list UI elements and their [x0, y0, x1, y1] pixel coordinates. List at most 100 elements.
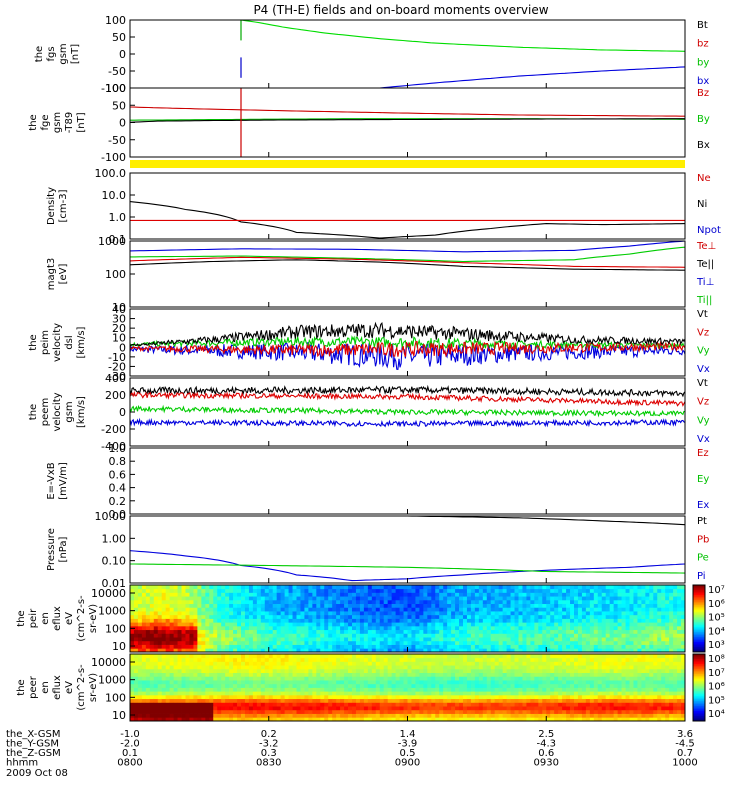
- y-tick-label: 0: [119, 48, 126, 61]
- heatmap-cell: [145, 698, 151, 703]
- heatmap-cell: [387, 661, 393, 666]
- heatmap-cell: [661, 618, 666, 623]
- heatmap-cell: [260, 622, 266, 627]
- heatmap-cell: [375, 614, 381, 619]
- heatmap-cell: [272, 698, 278, 703]
- heatmap-cell: [193, 644, 198, 649]
- heatmap-cell: [308, 698, 313, 703]
- heatmap-cell: [145, 661, 151, 666]
- heatmap-cell: [375, 585, 381, 590]
- heatmap-cell: [352, 611, 357, 616]
- heatmap-cell: [359, 668, 365, 674]
- heatmap-cell: [601, 625, 607, 631]
- heatmap-cell: [169, 717, 174, 722]
- heatmap-cell: [451, 717, 456, 722]
- heatmap-cell: [411, 713, 416, 718]
- legend-Bt: Bt: [697, 20, 708, 31]
- heatmap-cell: [383, 691, 389, 696]
- heatmap-cell: [260, 607, 266, 612]
- heatmap-cell: [197, 654, 202, 659]
- heatmap-cell: [609, 633, 615, 638]
- heatmap-cell: [637, 644, 642, 649]
- heatmap-cell: [165, 599, 171, 605]
- heatmap-cell: [474, 599, 480, 605]
- heatmap-cell: [407, 596, 412, 601]
- heatmap-cell: [577, 588, 583, 593]
- heatmap-cell: [585, 691, 591, 696]
- heatmap-cell: [657, 603, 662, 608]
- heatmap-cell: [348, 657, 353, 662]
- heatmap-cell: [256, 607, 262, 612]
- heatmap-cell: [526, 691, 531, 696]
- y-tick-label: 0.01: [102, 577, 127, 590]
- heatmap-cell: [213, 694, 218, 700]
- colorbar-cell: [693, 593, 705, 596]
- heatmap-cell: [435, 588, 440, 593]
- heatmap-cell: [581, 585, 587, 590]
- heatmap-cell: [308, 661, 313, 666]
- heatmap-cell: [288, 657, 293, 662]
- heatmap-cell: [502, 691, 507, 696]
- heatmap-cell: [284, 691, 289, 696]
- heatmap-cell: [225, 644, 230, 649]
- heatmap-cell: [185, 629, 190, 634]
- heatmap-cell: [248, 702, 254, 707]
- heatmap-cell: [221, 637, 226, 642]
- heatmap-cell: [264, 607, 270, 612]
- heatmap-cell: [312, 702, 317, 707]
- heatmap-cell: [276, 592, 282, 597]
- heatmap-cell: [328, 618, 333, 623]
- heatmap-cell: [463, 596, 468, 601]
- heatmap-cell: [613, 633, 618, 638]
- heatmap-cell: [149, 694, 155, 700]
- heatmap-cell: [498, 713, 504, 718]
- heatmap-cell: [241, 637, 246, 642]
- heatmap-cell: [574, 592, 579, 597]
- heatmap-cell: [574, 694, 579, 700]
- heatmap-cell: [443, 611, 448, 616]
- heatmap-cell: [399, 611, 404, 616]
- heatmap-cell: [344, 661, 349, 666]
- heatmap-cell: [352, 637, 357, 642]
- heatmap-cell: [383, 683, 389, 688]
- heatmap-cell: [605, 665, 611, 670]
- heatmap-cell: [280, 596, 285, 601]
- heatmap-cell: [601, 713, 607, 718]
- heatmap-cell: [149, 680, 155, 685]
- heatmap-cell: [355, 702, 361, 707]
- heatmap-cell: [332, 691, 337, 696]
- heatmap-cell: [550, 676, 555, 681]
- heatmap-cell: [363, 706, 369, 711]
- heatmap-cell: [415, 709, 420, 714]
- heatmap-cell: [407, 611, 412, 616]
- heatmap-cell: [581, 644, 587, 649]
- heatmap-cell: [336, 694, 341, 700]
- heatmap-cell: [383, 706, 389, 711]
- heatmap-cell: [474, 585, 480, 590]
- heatmap-cell: [375, 676, 381, 681]
- heatmap-cell: [375, 637, 381, 642]
- heatmap-cell: [209, 588, 214, 593]
- heatmap-cell: [518, 614, 523, 619]
- heatmap-cell: [550, 709, 555, 714]
- colorbar-cell: [693, 588, 705, 591]
- heatmap-cell: [625, 633, 630, 638]
- heatmap-cell: [482, 614, 488, 619]
- heatmap-cell: [562, 588, 567, 593]
- heatmap-cell: [137, 622, 143, 627]
- heatmap-cell: [649, 585, 654, 590]
- heatmap-cell: [233, 592, 238, 597]
- heatmap-cell: [161, 603, 167, 608]
- heatmap-cell: [633, 603, 638, 608]
- heatmap-cell: [455, 683, 460, 688]
- heatmap-cell: [244, 665, 250, 670]
- heatmap-cell: [459, 706, 464, 711]
- heatmap-cell: [141, 694, 147, 700]
- heatmap-cell: [363, 625, 369, 631]
- heatmap-cell: [387, 683, 393, 688]
- heatmap-cell: [435, 680, 440, 685]
- heatmap-cell: [593, 694, 599, 700]
- heatmap-cell: [340, 648, 345, 653]
- heatmap-cell: [597, 592, 603, 597]
- heatmap-cell: [233, 668, 238, 674]
